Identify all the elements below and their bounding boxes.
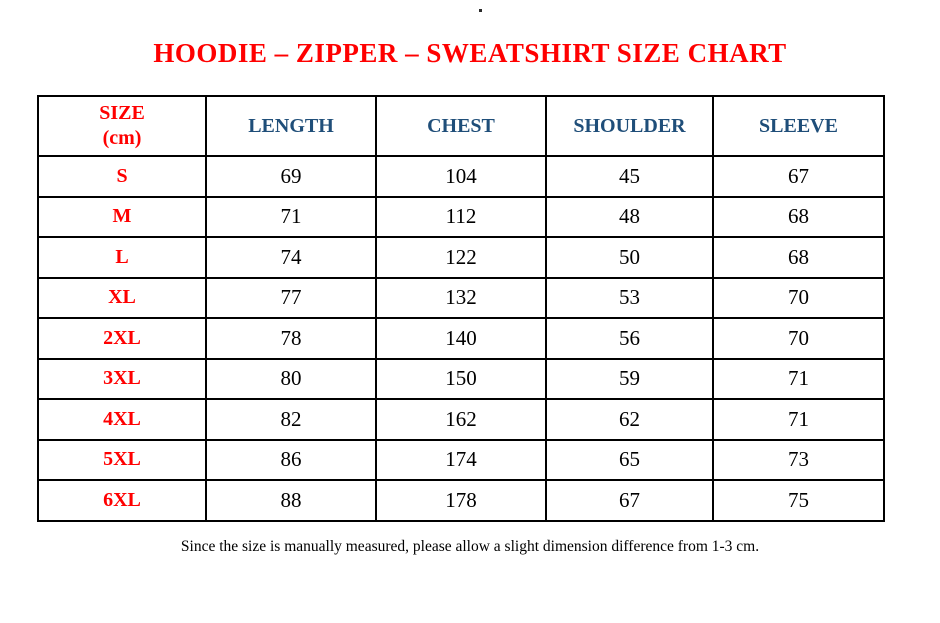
size-cell: L bbox=[37, 236, 207, 279]
column-header-shoulder: SHOULDER bbox=[545, 95, 714, 157]
shoulder-cell: 65 bbox=[545, 438, 714, 481]
chest-cell: 174 bbox=[375, 438, 547, 481]
length-cell: 88 bbox=[205, 479, 377, 522]
table-row: 6XL 88 178 67 75 bbox=[37, 479, 885, 522]
length-cell: 78 bbox=[205, 317, 377, 360]
size-cell: M bbox=[37, 195, 207, 238]
table-body: S 69 104 45 67 M 71 112 48 68 L 74 122 5… bbox=[37, 155, 885, 522]
size-cell: 6XL bbox=[37, 479, 207, 522]
sleeve-cell: 70 bbox=[712, 276, 885, 319]
shoulder-cell: 48 bbox=[545, 195, 714, 238]
chest-cell: 140 bbox=[375, 317, 547, 360]
size-cell: S bbox=[37, 155, 207, 198]
size-cell: 2XL bbox=[37, 317, 207, 360]
sleeve-cell: 71 bbox=[712, 398, 885, 441]
shoulder-cell: 56 bbox=[545, 317, 714, 360]
column-header-length: LENGTH bbox=[205, 95, 377, 157]
sleeve-cell: 73 bbox=[712, 438, 885, 481]
shoulder-cell: 59 bbox=[545, 357, 714, 400]
chest-cell: 178 bbox=[375, 479, 547, 522]
table-row: 2XL 78 140 56 70 bbox=[37, 317, 885, 360]
header-row: SIZE (cm) LENGTH CHEST SHOULDER SLEEVE bbox=[37, 95, 885, 157]
size-header-line1: SIZE bbox=[99, 102, 145, 124]
length-cell: 82 bbox=[205, 398, 377, 441]
size-header-line2: (cm) bbox=[102, 127, 142, 149]
size-chart-table: SIZE (cm) LENGTH CHEST SHOULDER SLEEVE S… bbox=[37, 95, 885, 522]
chest-cell: 132 bbox=[375, 276, 547, 319]
sleeve-cell: 67 bbox=[712, 155, 885, 198]
table-row: S 69 104 45 67 bbox=[37, 155, 885, 198]
chest-cell: 104 bbox=[375, 155, 547, 198]
sleeve-cell: 68 bbox=[712, 236, 885, 279]
size-cell: 5XL bbox=[37, 438, 207, 481]
shoulder-cell: 53 bbox=[545, 276, 714, 319]
sleeve-cell: 71 bbox=[712, 357, 885, 400]
chest-cell: 162 bbox=[375, 398, 547, 441]
column-header-chest: CHEST bbox=[375, 95, 547, 157]
length-cell: 80 bbox=[205, 357, 377, 400]
chest-cell: 112 bbox=[375, 195, 547, 238]
shoulder-cell: 50 bbox=[545, 236, 714, 279]
table-row: 5XL 86 174 65 73 bbox=[37, 438, 885, 481]
chest-cell: 150 bbox=[375, 357, 547, 400]
stray-mark bbox=[479, 9, 482, 12]
size-cell: 3XL bbox=[37, 357, 207, 400]
table-row: XL 77 132 53 70 bbox=[37, 276, 885, 319]
table-row: 3XL 80 150 59 71 bbox=[37, 357, 885, 400]
column-header-size: SIZE (cm) bbox=[37, 95, 207, 157]
table-header: SIZE (cm) LENGTH CHEST SHOULDER SLEEVE bbox=[37, 95, 885, 157]
length-cell: 69 bbox=[205, 155, 377, 198]
length-cell: 86 bbox=[205, 438, 377, 481]
column-header-sleeve: SLEEVE bbox=[712, 95, 885, 157]
shoulder-cell: 62 bbox=[545, 398, 714, 441]
sleeve-cell: 70 bbox=[712, 317, 885, 360]
size-cell: 4XL bbox=[37, 398, 207, 441]
sleeve-cell: 68 bbox=[712, 195, 885, 238]
table-row: 4XL 82 162 62 71 bbox=[37, 398, 885, 441]
length-cell: 77 bbox=[205, 276, 377, 319]
length-cell: 74 bbox=[205, 236, 377, 279]
table-row: L 74 122 50 68 bbox=[37, 236, 885, 279]
measurement-disclaimer: Since the size is manually measured, ple… bbox=[180, 538, 760, 555]
chest-cell: 122 bbox=[375, 236, 547, 279]
sleeve-cell: 75 bbox=[712, 479, 885, 522]
length-cell: 71 bbox=[205, 195, 377, 238]
shoulder-cell: 67 bbox=[545, 479, 714, 522]
size-cell: XL bbox=[37, 276, 207, 319]
page-title: HOODIE – ZIPPER – SWEATSHIRT SIZE CHART bbox=[153, 38, 787, 68]
table-row: M 71 112 48 68 bbox=[37, 195, 885, 238]
shoulder-cell: 45 bbox=[545, 155, 714, 198]
